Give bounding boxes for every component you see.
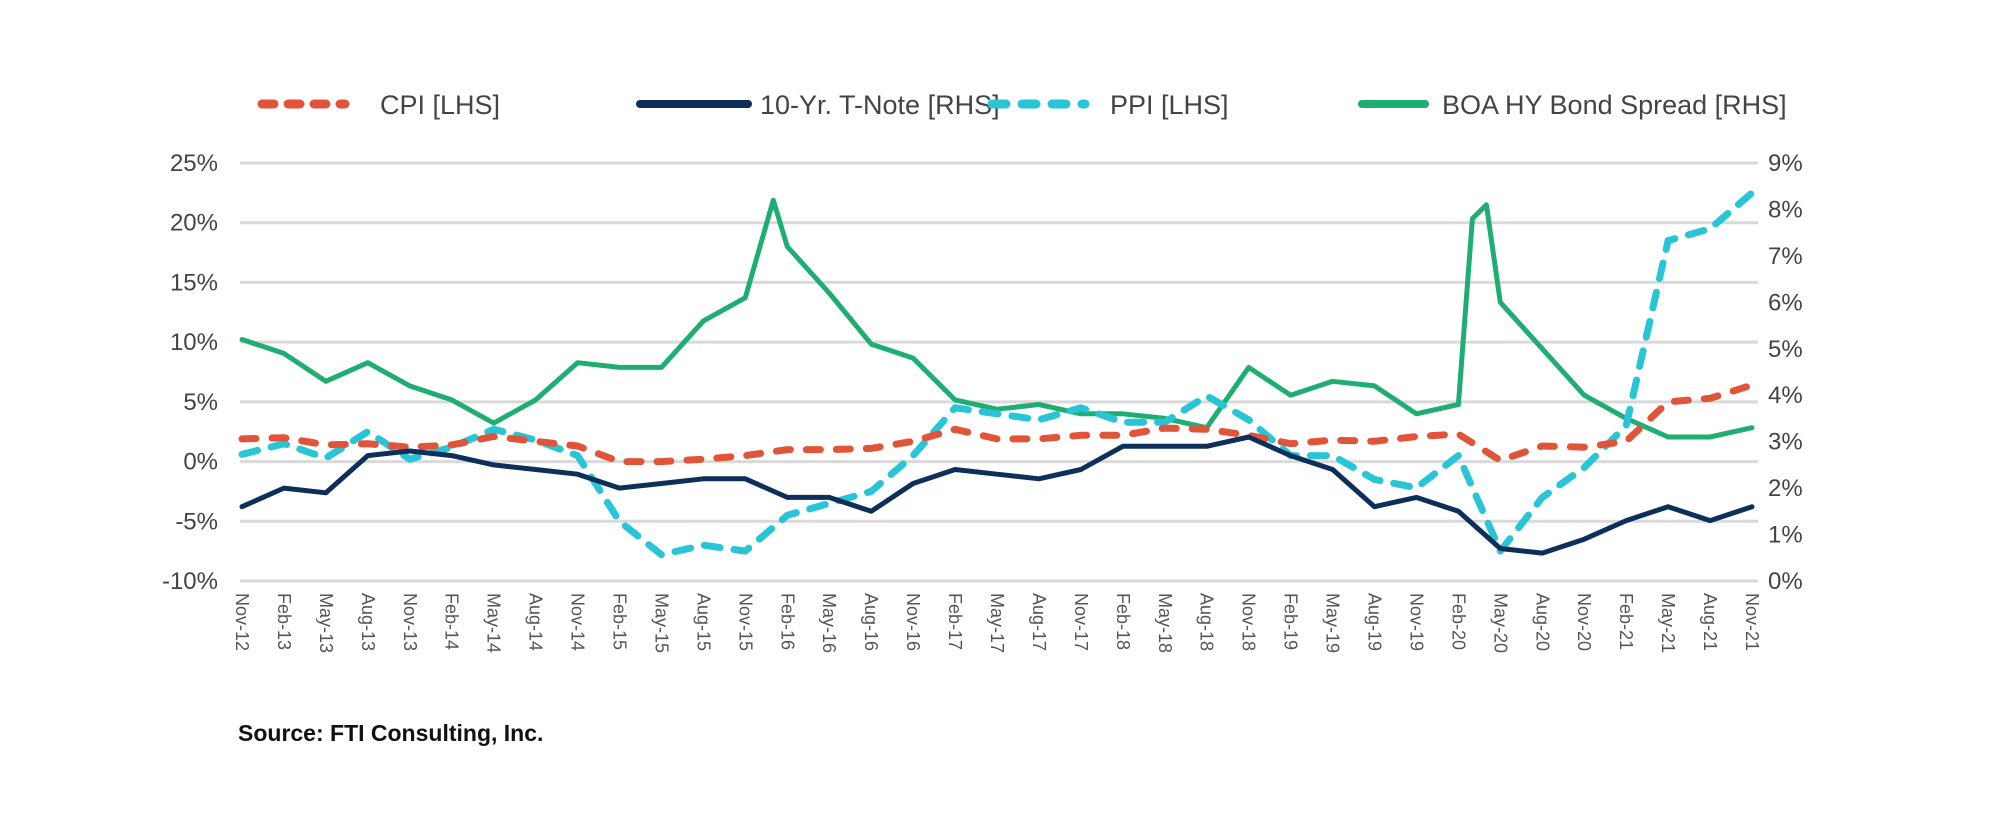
series-line-10yr: [239, 434, 1755, 556]
x-tick-label: May-17: [987, 593, 1007, 653]
x-tick-label: Feb-15: [610, 593, 630, 650]
x-tick-label: Nov-18: [1239, 593, 1259, 651]
left-tick-label: -5%: [175, 508, 218, 535]
series-line-cpi: [238, 381, 1756, 466]
x-tick-label: Aug-15: [693, 593, 713, 651]
x-tick-label: Nov-19: [1406, 593, 1426, 651]
right-tick-label: 0%: [1768, 568, 1803, 595]
x-axis: Nov-12 Feb-13 May-13 Aug-13 Nov-13 Feb-14 May-…: [232, 593, 1762, 653]
x-tick-label: May-20: [1490, 593, 1510, 653]
legend-item-tnote: 10-Yr. T-Note [RHS]: [636, 90, 1000, 120]
x-tick-label: May-13: [316, 593, 336, 653]
x-tick-label: Nov-21: [1742, 593, 1762, 651]
x-tick-label: Aug-19: [1365, 593, 1385, 651]
x-tick-label: Nov-20: [1574, 593, 1594, 651]
legend-label-tnote: 10-Yr. T-Note [RHS]: [760, 90, 1000, 120]
left-tick-label: 25%: [170, 150, 218, 177]
x-tick-label: Feb-14: [442, 593, 462, 650]
x-tick-label: May-19: [1323, 593, 1343, 653]
x-tick-label: Feb-21: [1616, 593, 1636, 650]
source-note: Source: FTI Consulting, Inc.: [238, 720, 544, 746]
series-line-ppi: [238, 189, 1756, 559]
x-tick-label: Feb-19: [1281, 593, 1301, 650]
right-tick-label: 8%: [1768, 196, 1803, 223]
right-axis: 9% 8% 7% 6% 5% 4% 3% 2% 1% 0%: [1768, 150, 1803, 595]
x-tick-label: Nov-13: [400, 593, 420, 651]
legend-label-cpi: CPI [LHS]: [380, 90, 500, 120]
x-tick-label: Nov-12: [232, 593, 252, 651]
legend-label-hy: BOA HY Bond Spread [RHS]: [1442, 90, 1787, 120]
x-tick-label: Aug-21: [1700, 593, 1720, 651]
legend: CPI [LHS] 10-Yr. T-Note [RHS] PPI [LHS] …: [257, 90, 1787, 120]
right-tick-label: 1%: [1768, 522, 1803, 549]
left-tick-label: 20%: [170, 210, 218, 237]
x-tick-label: Nov-15: [735, 593, 755, 651]
x-tick-label: Feb-13: [274, 593, 294, 650]
left-tick-label: 5%: [183, 389, 218, 416]
right-tick-label: 5%: [1768, 336, 1803, 363]
gridlines: [240, 161, 1758, 583]
x-tick-label: Nov-17: [1071, 593, 1091, 651]
left-tick-label: 0%: [183, 449, 218, 476]
series-line-boa: [239, 197, 1755, 440]
right-tick-label: 3%: [1768, 429, 1803, 456]
x-tick-label: May-15: [651, 593, 671, 653]
x-tick-label: Feb-17: [945, 593, 965, 650]
left-tick-label: 15%: [170, 269, 218, 296]
x-tick-label: Aug-20: [1532, 593, 1552, 651]
x-tick-label: Aug-18: [1197, 593, 1217, 651]
x-tick-label: Feb-20: [1448, 593, 1468, 650]
x-tick-label: May-16: [819, 593, 839, 653]
x-tick-label: Aug-16: [861, 593, 881, 651]
x-tick-label: May-18: [1155, 593, 1175, 653]
x-tick-label: Feb-18: [1113, 593, 1133, 650]
legend-item-ppi: PPI [LHS]: [987, 90, 1229, 120]
x-tick-label: May-14: [484, 593, 504, 653]
legend-label-ppi: PPI [LHS]: [1110, 90, 1229, 120]
right-tick-label: 9%: [1768, 150, 1803, 177]
x-tick-label: Nov-16: [903, 593, 923, 651]
right-tick-label: 7%: [1768, 243, 1803, 270]
legend-item-hy: BOA HY Bond Spread [RHS]: [1358, 90, 1787, 120]
x-tick-label: Aug-13: [358, 593, 378, 651]
left-tick-label: -10%: [162, 568, 218, 595]
right-tick-label: 2%: [1768, 475, 1803, 502]
left-axis: 25% 20% 15% 10% 5% 0% -5% -10%: [162, 150, 218, 595]
x-tick-label: Feb-16: [777, 593, 797, 650]
x-tick-label: May-21: [1658, 593, 1678, 653]
right-tick-label: 6%: [1768, 289, 1803, 316]
x-tick-label: Aug-17: [1029, 593, 1049, 651]
left-tick-label: 10%: [170, 329, 218, 356]
x-tick-label: Nov-14: [568, 593, 588, 651]
x-tick-label: Aug-14: [526, 593, 546, 651]
legend-item-cpi: CPI [LHS]: [257, 90, 500, 120]
right-tick-label: 4%: [1768, 382, 1803, 409]
series-lines: [238, 189, 1756, 559]
